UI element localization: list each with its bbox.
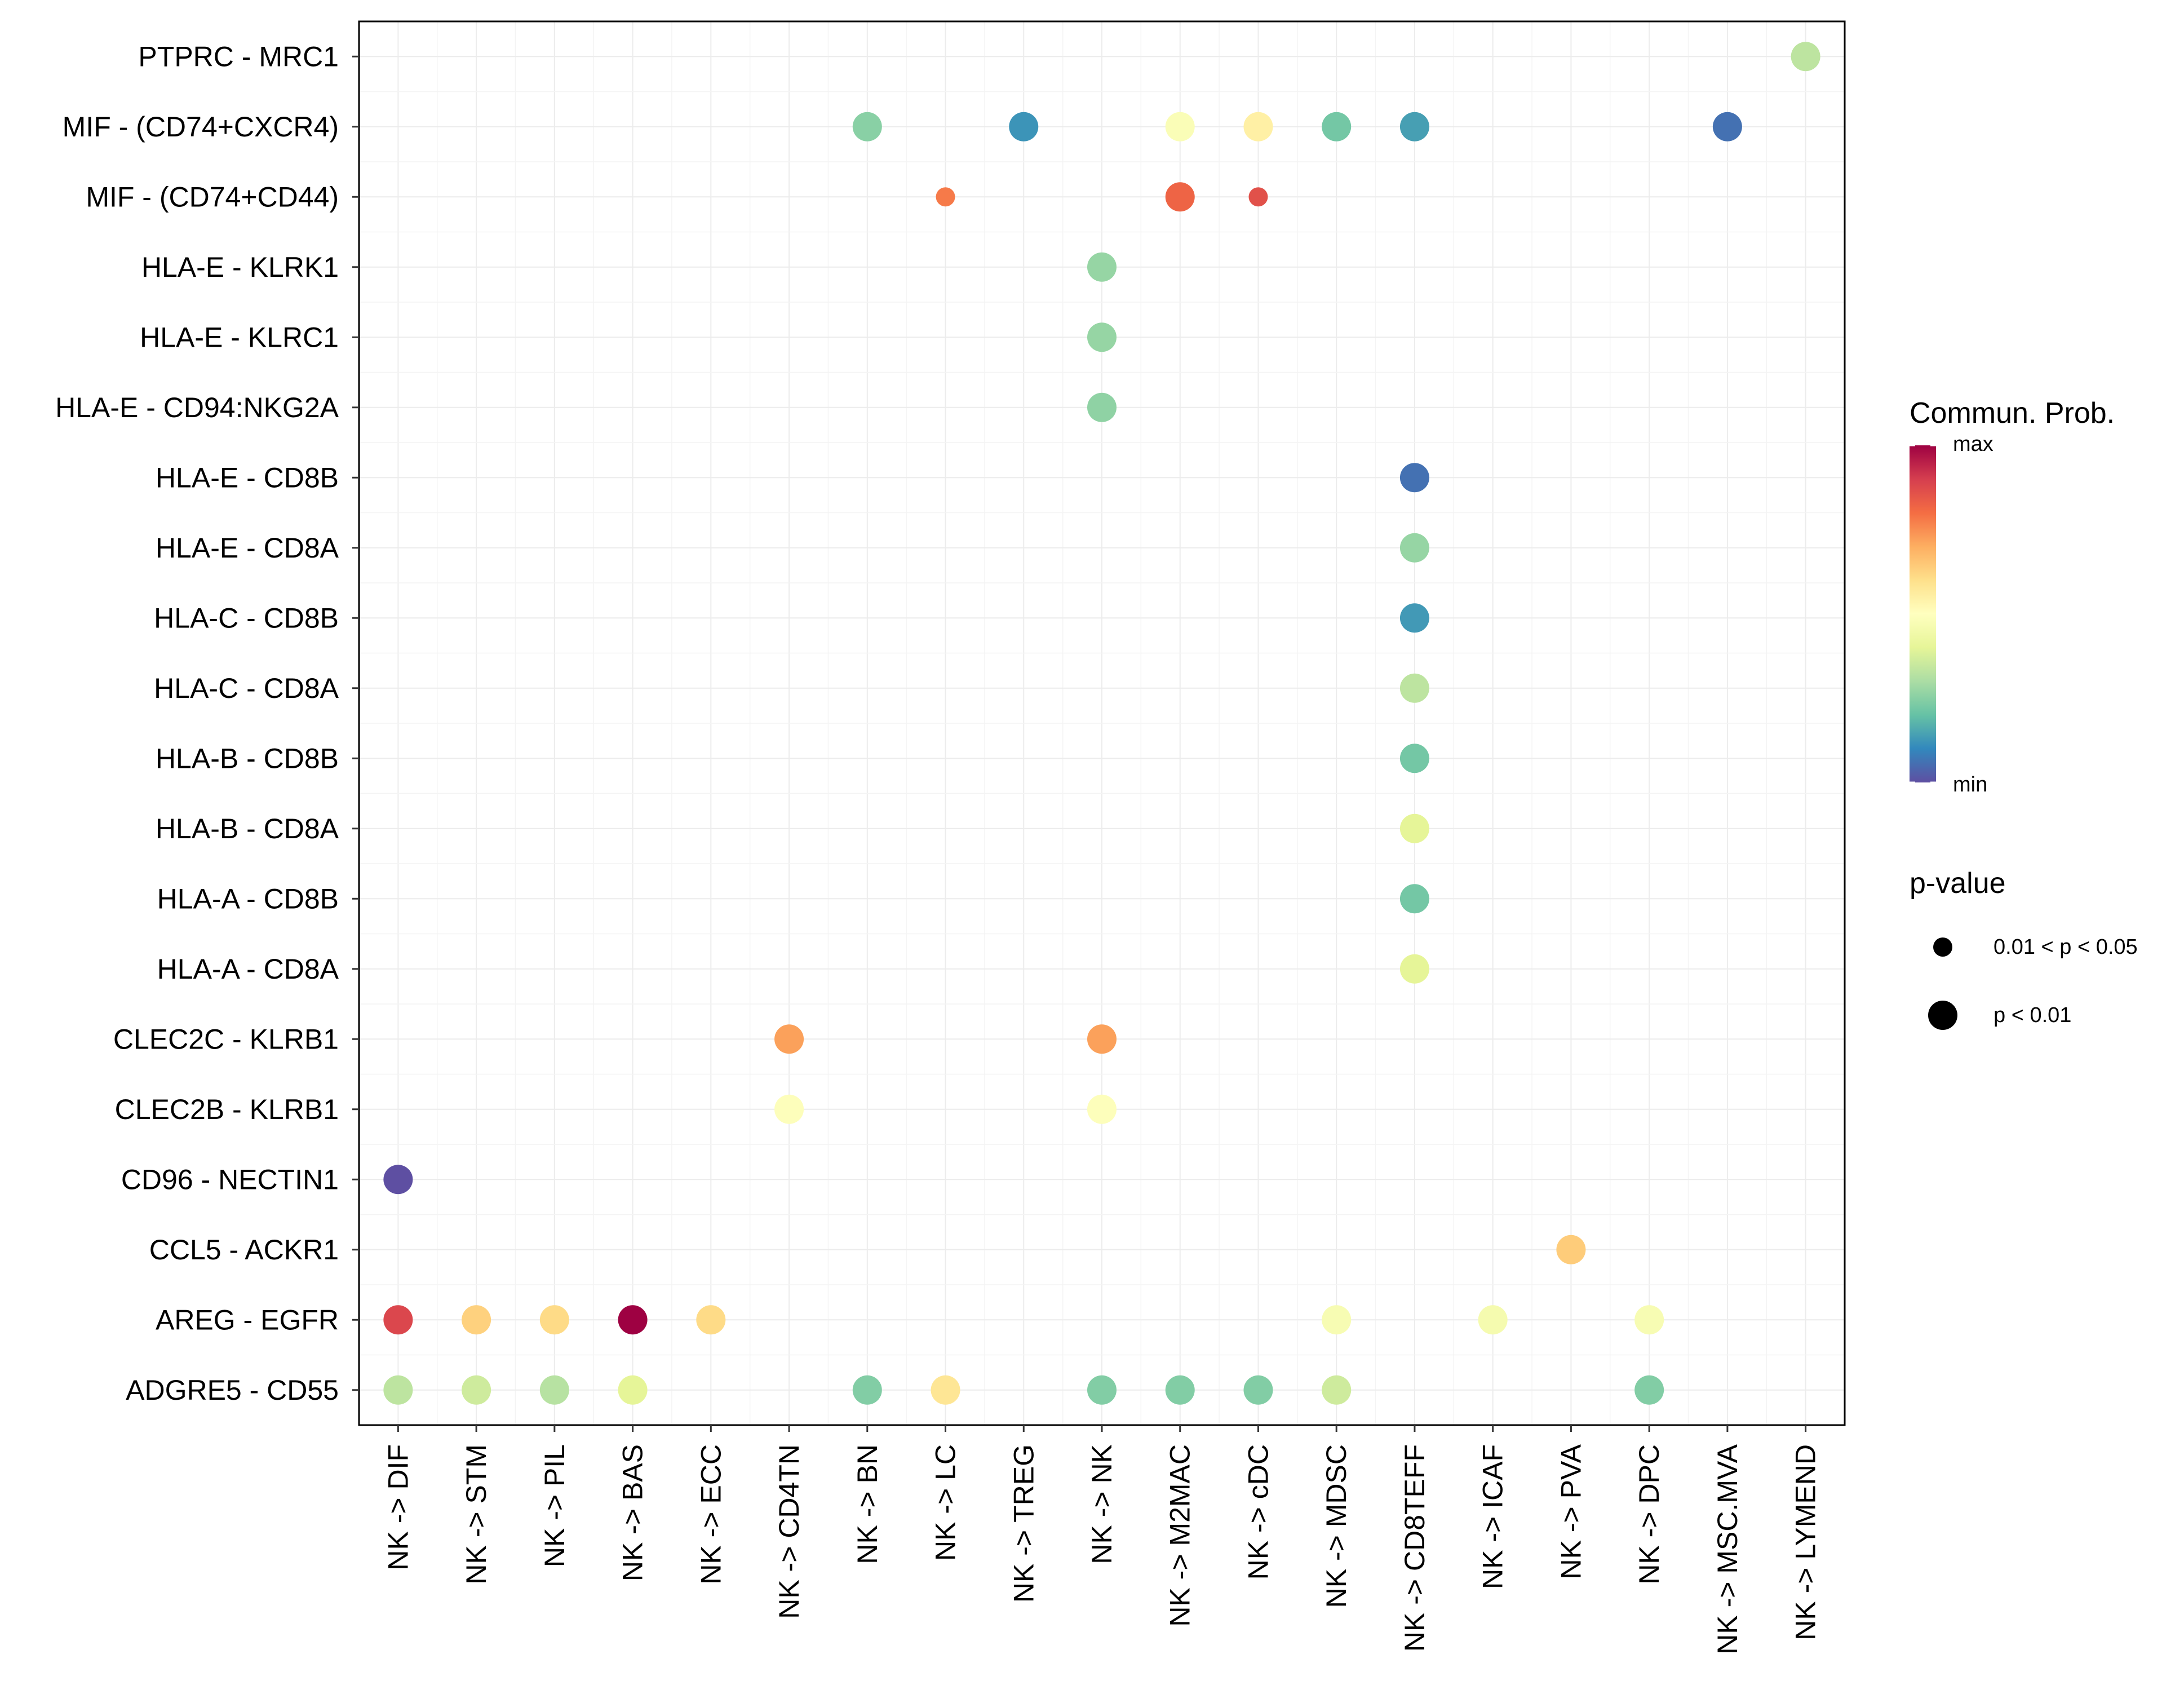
size-legend-key [1928, 1001, 1957, 1030]
color-legend-max-label: max [1953, 432, 1993, 456]
data-point [1165, 182, 1195, 212]
y-tick-label: HLA-A - CD8A [157, 953, 339, 985]
data-point [1478, 1305, 1508, 1335]
data-point [936, 187, 955, 207]
data-point [1087, 1375, 1117, 1405]
y-tick-label: HLA-A - CD8B [157, 883, 339, 914]
data-point [1248, 187, 1268, 207]
y-tick-label: HLA-E - CD8B [156, 462, 339, 493]
data-point [1399, 673, 1429, 703]
x-tick-label: NK -> M2MAC [1164, 1444, 1196, 1627]
y-tick-label: CCL5 - ACKR1 [149, 1234, 339, 1266]
y-tick-label: HLA-C - CD8B [154, 602, 339, 634]
size-legend-title: p-value [1910, 867, 2006, 900]
data-point [462, 1375, 491, 1405]
x-tick-label: NK -> STM [460, 1444, 492, 1585]
size-legend-label: 0.01 < p < 0.05 [1993, 935, 2138, 959]
x-tick-label: NK -> PVA [1555, 1444, 1587, 1579]
data-point [1634, 1375, 1664, 1405]
data-point [774, 1094, 804, 1124]
data-point [1399, 884, 1429, 914]
x-tick-label: NK -> MSC.MVA [1712, 1444, 1743, 1654]
data-point [1087, 322, 1117, 352]
data-point [1399, 813, 1429, 843]
data-point [1322, 1305, 1352, 1335]
y-tick-label: ADGRE5 - CD55 [126, 1374, 339, 1406]
x-tick-label: NK -> LC [930, 1444, 962, 1561]
data-point [462, 1305, 491, 1335]
y-tick-label: AREG - EGFR [156, 1304, 339, 1335]
y-tick-label: HLA-E - CD94:NKG2A [55, 392, 339, 423]
data-point [1634, 1305, 1664, 1335]
x-tick-label: NK -> PIL [539, 1444, 570, 1567]
data-point [383, 1305, 413, 1335]
data-point [1243, 112, 1273, 141]
data-point [1322, 1375, 1352, 1405]
data-point [774, 1024, 804, 1054]
data-point [1556, 1235, 1586, 1264]
data-point [852, 112, 882, 141]
data-point [1322, 112, 1352, 141]
y-tick-label: HLA-C - CD8A [154, 673, 339, 704]
data-point [539, 1375, 569, 1405]
y-tick-label: CD96 - NECTIN1 [121, 1164, 339, 1195]
color-legend-min-label: min [1953, 773, 1987, 797]
x-tick-label: NK -> MDSC [1321, 1444, 1352, 1608]
data-point [1791, 42, 1820, 72]
x-tick-label: NK -> DPC [1633, 1444, 1665, 1585]
x-tick-label: NK -> ICAF [1477, 1444, 1509, 1589]
x-tick-label: NK -> CD8TEFF [1399, 1444, 1430, 1652]
data-point [1399, 744, 1429, 773]
data-point [618, 1375, 648, 1405]
size-legend-label: p < 0.01 [1993, 1003, 2071, 1027]
x-tick-label: NK -> ECC [695, 1444, 726, 1585]
data-point [539, 1305, 569, 1335]
x-tick-label: NK -> BAS [617, 1444, 649, 1581]
data-point [1087, 392, 1117, 422]
data-point [618, 1305, 648, 1335]
data-point [1087, 1024, 1117, 1054]
x-tick-label: NK -> cDC [1242, 1444, 1274, 1580]
data-point [1399, 463, 1429, 493]
data-point [1399, 533, 1429, 563]
data-point [852, 1375, 882, 1405]
y-tick-label: MIF - (CD74+CXCR4) [63, 111, 339, 143]
y-tick-label: HLA-E - KLRC1 [140, 321, 339, 353]
y-tick-label: HLA-B - CD8B [156, 742, 339, 774]
x-tick-label: NK -> BN [852, 1444, 883, 1564]
y-tick-label: MIF - (CD74+CD44) [86, 181, 339, 213]
data-point [931, 1375, 960, 1405]
data-point [696, 1305, 726, 1335]
y-tick-label: HLA-B - CD8A [156, 813, 339, 844]
data-point [1009, 112, 1039, 141]
x-tick-label: NK -> DIF [382, 1444, 414, 1571]
y-tick-label: CLEC2B - KLRB1 [115, 1094, 339, 1125]
y-tick-label: PTPRC - MRC1 [138, 41, 339, 72]
data-point [1087, 1094, 1117, 1124]
data-point [1087, 252, 1117, 282]
y-tick-label: CLEC2C - KLRB1 [113, 1023, 339, 1055]
color-legend-title: Commun. Prob. [1910, 397, 2115, 430]
size-legend-key [1933, 937, 1952, 957]
data-point [1165, 1375, 1195, 1405]
x-tick-label: NK -> CD4TN [773, 1444, 805, 1619]
y-tick-label: HLA-E - CD8A [156, 532, 339, 564]
x-tick-label: NK -> LYMEND [1790, 1444, 1822, 1640]
x-tick-label: NK -> NK [1086, 1444, 1118, 1564]
data-point [383, 1375, 413, 1405]
data-point [1399, 603, 1429, 633]
color-legend-bar [1910, 445, 1936, 782]
x-tick-label: NK -> TREG [1008, 1444, 1039, 1603]
data-point [1165, 112, 1195, 141]
data-point [1712, 112, 1742, 141]
data-point [383, 1165, 413, 1195]
y-tick-label: HLA-E - KLRK1 [141, 251, 339, 283]
data-point [1243, 1375, 1273, 1405]
data-point [1399, 112, 1429, 141]
data-point [1399, 954, 1429, 984]
